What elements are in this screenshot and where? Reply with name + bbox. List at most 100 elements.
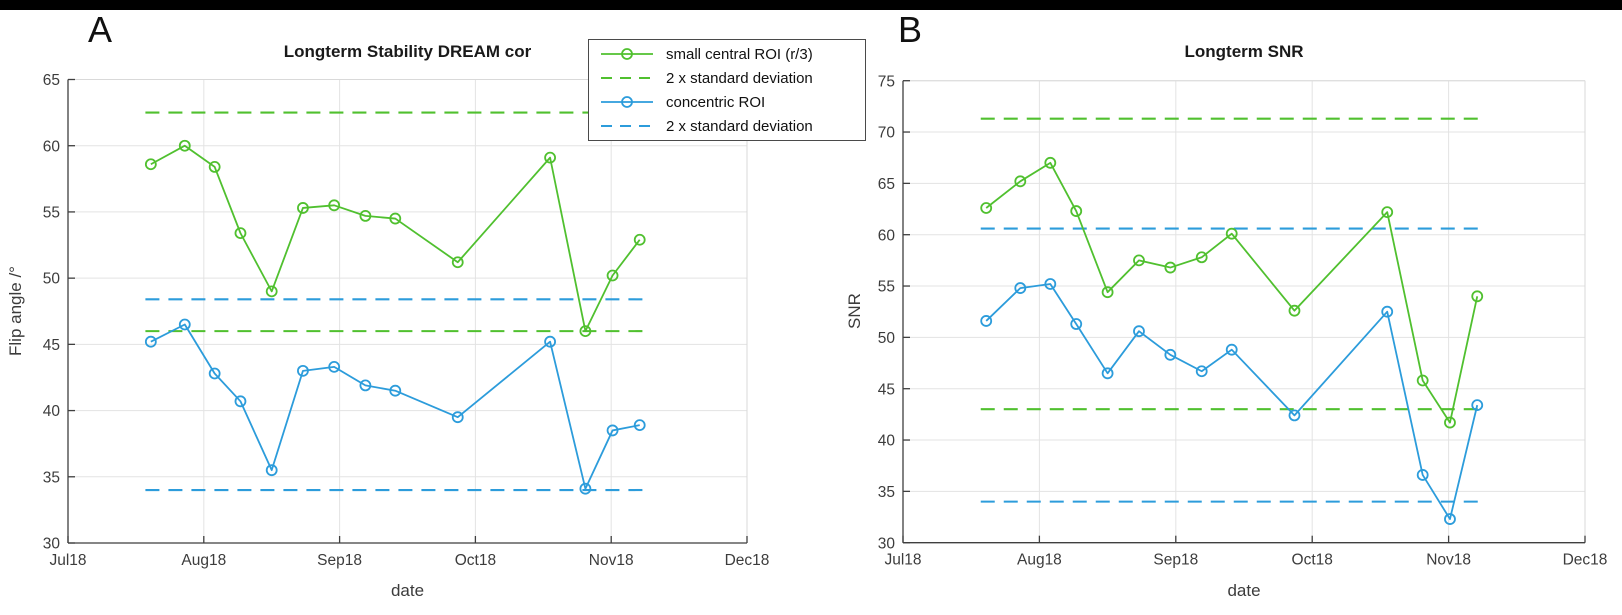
y-tick-label: 50 [43, 271, 61, 288]
data-point [451, 411, 464, 424]
y-tick-label: 50 [878, 330, 896, 347]
panel-b-xlabel: date [1227, 581, 1261, 600]
data-line [985, 283, 1479, 520]
x-tick-label: Aug18 [1017, 552, 1062, 569]
plot-legend: small central ROI (r/3) 2 x standard dev… [588, 39, 866, 141]
blue-dashed-line-icon [601, 125, 653, 127]
data-point [1101, 367, 1114, 380]
data-point [1195, 251, 1208, 264]
y-tick-label: 45 [43, 337, 60, 354]
data-point [265, 285, 278, 298]
x-tick-label: Aug18 [181, 552, 226, 569]
x-tick-label: Nov18 [589, 552, 634, 569]
data-point [1288, 304, 1301, 317]
x-tick-label: Sep18 [1153, 552, 1198, 569]
data-point [1070, 318, 1083, 330]
x-tick-label: Oct18 [455, 552, 496, 569]
data-point [544, 335, 556, 348]
data-point [1444, 513, 1456, 525]
data-point [265, 464, 278, 477]
data-point [1471, 290, 1484, 303]
data-point [606, 269, 619, 282]
data-point [1195, 365, 1208, 378]
data-point [234, 227, 247, 240]
data-point [178, 139, 191, 152]
data-point [208, 367, 221, 380]
data-point [328, 199, 341, 212]
y-tick-label: 55 [878, 279, 895, 296]
data-point [451, 256, 464, 269]
data-point [1070, 205, 1083, 217]
top-black-bar [0, 0, 1622, 10]
data-point [1444, 416, 1456, 429]
panel-a-letter: A [88, 9, 113, 50]
data-point [1471, 399, 1484, 412]
data-point [1416, 469, 1429, 481]
y-tick-label: 40 [878, 433, 896, 450]
data-point [579, 482, 592, 495]
y-tick-label: 45 [878, 381, 895, 398]
y-tick-label: 65 [43, 72, 60, 89]
data-point [389, 384, 402, 397]
data-point [544, 151, 556, 164]
y-tick-label: 60 [43, 138, 61, 155]
data-point [1101, 286, 1114, 299]
data-point [1288, 409, 1301, 422]
green-dashed-line-icon [601, 77, 653, 79]
data-point [328, 360, 341, 373]
panel-a-ylabel: Flip angle /° [6, 266, 25, 356]
data-point [359, 210, 372, 222]
legend-row: 2 x standard deviation [598, 114, 865, 138]
data-point [1381, 206, 1394, 219]
legend-label: small central ROI (r/3) [666, 45, 813, 63]
y-tick-label: 35 [43, 469, 60, 486]
legend-row: small central ROI (r/3) [598, 42, 865, 66]
panel-b-letter: B [898, 9, 923, 50]
data-point [144, 335, 157, 348]
data-point [1225, 227, 1238, 240]
legend-row: 2 x standard deviation [598, 66, 865, 90]
data-point [144, 158, 157, 171]
x-tick-label: Dec18 [725, 552, 770, 569]
panel-b-ylabel: SNR [845, 293, 864, 329]
data-point [1416, 374, 1429, 387]
legend-label: 2 x standard deviation [666, 69, 813, 87]
data-point [1164, 261, 1177, 274]
panel-b-title: Longterm SNR [1184, 42, 1304, 61]
data-point [1044, 278, 1057, 290]
y-tick-label: 35 [878, 484, 895, 501]
panel-a-title: Longterm Stability DREAM cor [283, 42, 532, 61]
legend-label: 2 x standard deviation [666, 117, 813, 135]
data-point [579, 325, 592, 338]
data-point [633, 419, 646, 432]
data-line [985, 161, 1479, 424]
data-point [208, 161, 221, 173]
data-point [1014, 282, 1027, 294]
y-tick-label: 65 [878, 176, 895, 193]
data-line [150, 323, 640, 490]
data-point [980, 202, 993, 214]
y-tick-label: 30 [878, 535, 896, 552]
x-tick-label: Jul18 [884, 552, 921, 569]
data-point [606, 424, 619, 437]
y-tick-label: 40 [43, 403, 61, 420]
y-tick-label: 70 [878, 125, 896, 142]
legend-label: concentric ROI [666, 93, 766, 111]
data-line [150, 144, 641, 333]
x-tick-label: Oct18 [1292, 552, 1333, 569]
data-point [633, 233, 646, 246]
x-tick-label: Sep18 [317, 552, 362, 569]
data-point [1044, 156, 1057, 169]
data-point [1225, 343, 1238, 356]
x-tick-label: Nov18 [1426, 552, 1471, 569]
data-point [297, 364, 309, 377]
y-tick-label: 60 [878, 227, 896, 244]
data-point [1014, 175, 1027, 188]
legend-row: concentric ROI [598, 90, 865, 114]
data-point [297, 202, 309, 214]
data-point [980, 315, 993, 327]
y-tick-label: 55 [43, 205, 60, 222]
panel-a-xlabel: date [390, 581, 425, 600]
data-point [178, 318, 191, 331]
